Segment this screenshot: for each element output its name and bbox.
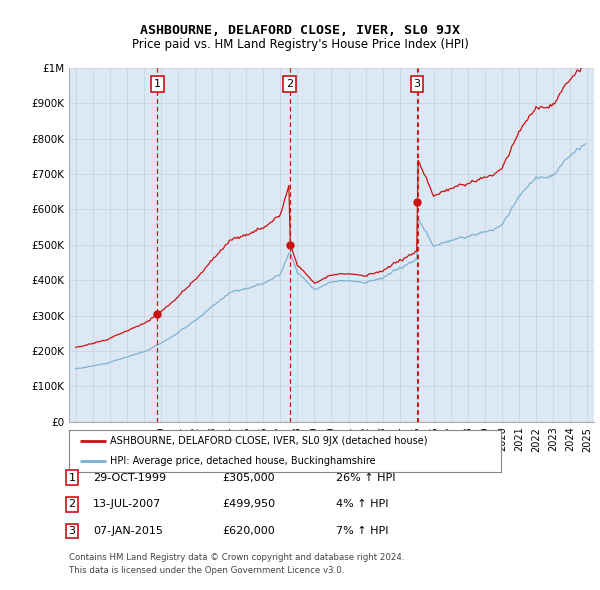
Text: 26% ↑ HPI: 26% ↑ HPI bbox=[336, 473, 395, 483]
Text: 1: 1 bbox=[68, 473, 76, 483]
Text: 7% ↑ HPI: 7% ↑ HPI bbox=[336, 526, 389, 536]
Text: £305,000: £305,000 bbox=[222, 473, 275, 483]
Text: ASHBOURNE, DELAFORD CLOSE, IVER, SL0 9JX: ASHBOURNE, DELAFORD CLOSE, IVER, SL0 9JX bbox=[140, 24, 460, 37]
Text: 2: 2 bbox=[68, 500, 76, 509]
Text: 29-OCT-1999: 29-OCT-1999 bbox=[93, 473, 166, 483]
Text: This data is licensed under the Open Government Licence v3.0.: This data is licensed under the Open Gov… bbox=[69, 566, 344, 575]
Text: 07-JAN-2015: 07-JAN-2015 bbox=[93, 526, 163, 536]
Text: 3: 3 bbox=[413, 79, 421, 88]
Text: HPI: Average price, detached house, Buckinghamshire: HPI: Average price, detached house, Buck… bbox=[110, 457, 376, 466]
Text: Price paid vs. HM Land Registry's House Price Index (HPI): Price paid vs. HM Land Registry's House … bbox=[131, 38, 469, 51]
Text: £620,000: £620,000 bbox=[222, 526, 275, 536]
Text: £499,950: £499,950 bbox=[222, 500, 275, 509]
Text: 2: 2 bbox=[286, 79, 293, 88]
Text: Contains HM Land Registry data © Crown copyright and database right 2024.: Contains HM Land Registry data © Crown c… bbox=[69, 553, 404, 562]
Text: 4% ↑ HPI: 4% ↑ HPI bbox=[336, 500, 389, 509]
Text: ASHBOURNE, DELAFORD CLOSE, IVER, SL0 9JX (detached house): ASHBOURNE, DELAFORD CLOSE, IVER, SL0 9JX… bbox=[110, 437, 428, 447]
Text: 13-JUL-2007: 13-JUL-2007 bbox=[93, 500, 161, 509]
Text: 1: 1 bbox=[154, 79, 161, 88]
Text: 3: 3 bbox=[68, 526, 76, 536]
